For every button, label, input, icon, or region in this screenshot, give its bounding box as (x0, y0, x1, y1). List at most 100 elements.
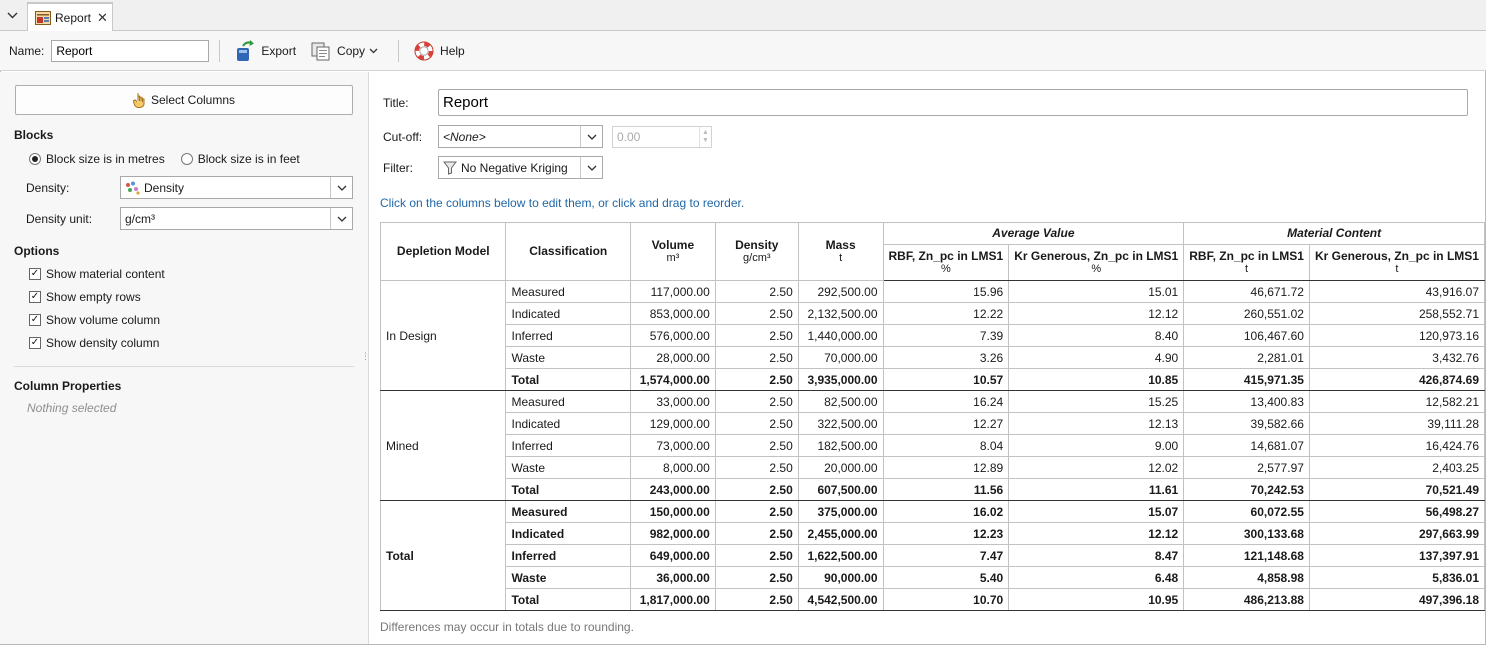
export-label: Export (261, 43, 297, 58)
col-header-volume[interactable]: Volume m³ (630, 222, 716, 281)
classification-cell: Total (505, 478, 632, 501)
help-label: Help (440, 43, 465, 58)
value-cell: 1,817,000.00 (630, 588, 716, 611)
help-button[interactable]: Help (409, 37, 469, 65)
chevron-down-icon[interactable] (580, 126, 602, 147)
column-properties-heading: Column Properties (14, 379, 122, 393)
density-unit-value: g/cm³ (125, 211, 155, 226)
block-size-radios: Block size is in metres Block size is in… (29, 152, 300, 166)
checkbox-checked[interactable]: ✓ (29, 337, 41, 349)
col-header-mc-rbf[interactable]: RBF, Zn_pc in LMS1 t (1183, 244, 1310, 281)
copy-button[interactable]: Copy (306, 37, 382, 65)
classification-cell: Inferred (505, 324, 632, 347)
value-cell: 16.24 (882, 390, 1010, 413)
chevron-down-icon[interactable] (330, 208, 352, 229)
density-select[interactable]: Density (120, 176, 353, 199)
title-label: Title: (383, 96, 409, 110)
value-cell: 12.23 (882, 522, 1010, 545)
value-cell: 33,000.00 (630, 390, 716, 413)
value-cell: 649,000.00 (630, 544, 716, 567)
value-cell: 375,000.00 (797, 500, 884, 523)
value-cell: 2,132,500.00 (797, 302, 884, 325)
cutoff-select[interactable]: <None> (438, 125, 603, 148)
option-show-empty-rows[interactable]: ✓ Show empty rows (29, 290, 141, 304)
funnel-icon (443, 161, 457, 175)
close-icon[interactable]: ✕ (97, 9, 108, 25)
copy-icon (310, 40, 332, 62)
col-header-avg-rbf[interactable]: RBF, Zn_pc in LMS1% (882, 244, 1010, 281)
value-cell: 56,498.27 (1308, 500, 1486, 523)
value-cell: 182,500.00 (797, 434, 884, 457)
value-cell: 2,403.25 (1308, 456, 1486, 479)
left-panel: Select Columns Blocks Block size is in m… (0, 72, 364, 644)
value-cell: 60,072.55 (1183, 500, 1310, 523)
checkbox-checked[interactable]: ✓ (29, 268, 41, 280)
chevron-down-icon[interactable] (330, 177, 352, 198)
col-label: Kr Generous, Zn_pc in LMS1 (1014, 248, 1179, 263)
value-cell: 607,500.00 (797, 478, 884, 501)
checkbox-checked[interactable]: ✓ (29, 291, 41, 303)
value-cell: 1,440,000.00 (797, 324, 884, 347)
col-unit: t (839, 251, 843, 264)
chevron-down-icon[interactable] (580, 157, 602, 178)
filter-label: Filter: (383, 161, 413, 175)
value-cell: 5.40 (882, 566, 1010, 589)
value-cell: 292,500.00 (797, 280, 884, 303)
value-cell: 10.70 (882, 588, 1010, 611)
col-header-mc-kr-generous[interactable]: Kr Generous, Zn_pc in LMS1 t (1308, 244, 1486, 281)
value-cell: 11.61 (1008, 478, 1185, 501)
value-cell: 8.47 (1008, 544, 1185, 567)
export-button[interactable]: Export (230, 37, 300, 65)
col-header-depletion-model[interactable]: Depletion Model (379, 222, 507, 281)
radio-metres-label[interactable]: Block size is in metres (46, 152, 165, 166)
option-show-volume-column[interactable]: ✓ Show volume column (29, 313, 160, 327)
name-input[interactable] (51, 39, 210, 62)
option-show-density-column[interactable]: ✓ Show density column (29, 336, 159, 350)
value-cell: 15.25 (1008, 390, 1185, 413)
value-cell: 12.27 (882, 412, 1010, 435)
group-header-average-value[interactable]: Average Value (882, 222, 1185, 245)
chevron-down-icon[interactable] (4, 6, 20, 24)
value-cell: 10.57 (882, 368, 1010, 391)
option-show-material-content[interactable]: ✓ Show material content (29, 267, 165, 281)
value-cell: 426,874.69 (1308, 368, 1486, 391)
copy-label: Copy (337, 43, 366, 58)
value-cell: 258,552.71 (1308, 302, 1486, 325)
radio-feet[interactable] (180, 153, 193, 165)
toolbar-separator (219, 39, 221, 62)
value-cell: 39,582.66 (1183, 412, 1310, 435)
value-cell: 36,000.00 (630, 566, 716, 589)
splitter-grip-icon[interactable]: ⋮ (361, 351, 370, 361)
classification-cell: Inferred (505, 434, 632, 457)
table-row: Indicated 129,000.00 2.50 322,500.00 12.27 12… (381, 412, 1486, 435)
value-cell: 415,971.35 (1183, 368, 1310, 391)
group-header-material-content[interactable]: Material Content (1183, 222, 1485, 245)
value-cell: 46,671.72 (1183, 280, 1310, 303)
panel-splitter[interactable] (364, 72, 369, 644)
depletion-model-cell: In Design (379, 280, 507, 391)
report-table[interactable]: Depletion Model Classification Volume m³ … (379, 222, 1486, 611)
col-header-avg-kr-generous[interactable]: Kr Generous, Zn_pc in LMS1% (1008, 244, 1185, 281)
col-header-density[interactable]: Density g/cm³ (714, 222, 799, 281)
value-cell: 12.13 (1008, 412, 1185, 435)
table-row: Waste 28,000.00 2.50 70,000.00 3.26 4.90 2,281… (381, 346, 1486, 369)
table-row: Inferred 73,000.00 2.50 182,500.00 8.04 9.00 1… (381, 434, 1486, 457)
option-label: Show volume column (46, 313, 161, 327)
select-columns-button[interactable]: Select Columns (15, 85, 353, 115)
value-cell: 9.00 (1008, 434, 1185, 457)
value-cell: 2.50 (714, 434, 799, 457)
title-input[interactable] (438, 89, 1468, 116)
radio-metres[interactable] (29, 153, 41, 165)
value-cell: 2.50 (714, 456, 799, 479)
classification-cell: Measured (505, 500, 632, 523)
density-unit-select[interactable]: g/cm³ (120, 207, 353, 230)
checkbox-checked[interactable]: ✓ (29, 314, 41, 326)
col-label: Mass (825, 237, 856, 252)
select-columns-label: Select Columns (150, 93, 236, 107)
filter-select[interactable]: No Negative Kriging (438, 156, 603, 179)
tab-report[interactable]: Report ✕ (27, 2, 113, 31)
radio-feet-label[interactable]: Block size is in feet (197, 152, 300, 166)
value-cell: 2.50 (714, 302, 799, 325)
col-header-mass[interactable]: Mass t (797, 222, 884, 281)
col-header-classification[interactable]: Classification (505, 222, 632, 281)
